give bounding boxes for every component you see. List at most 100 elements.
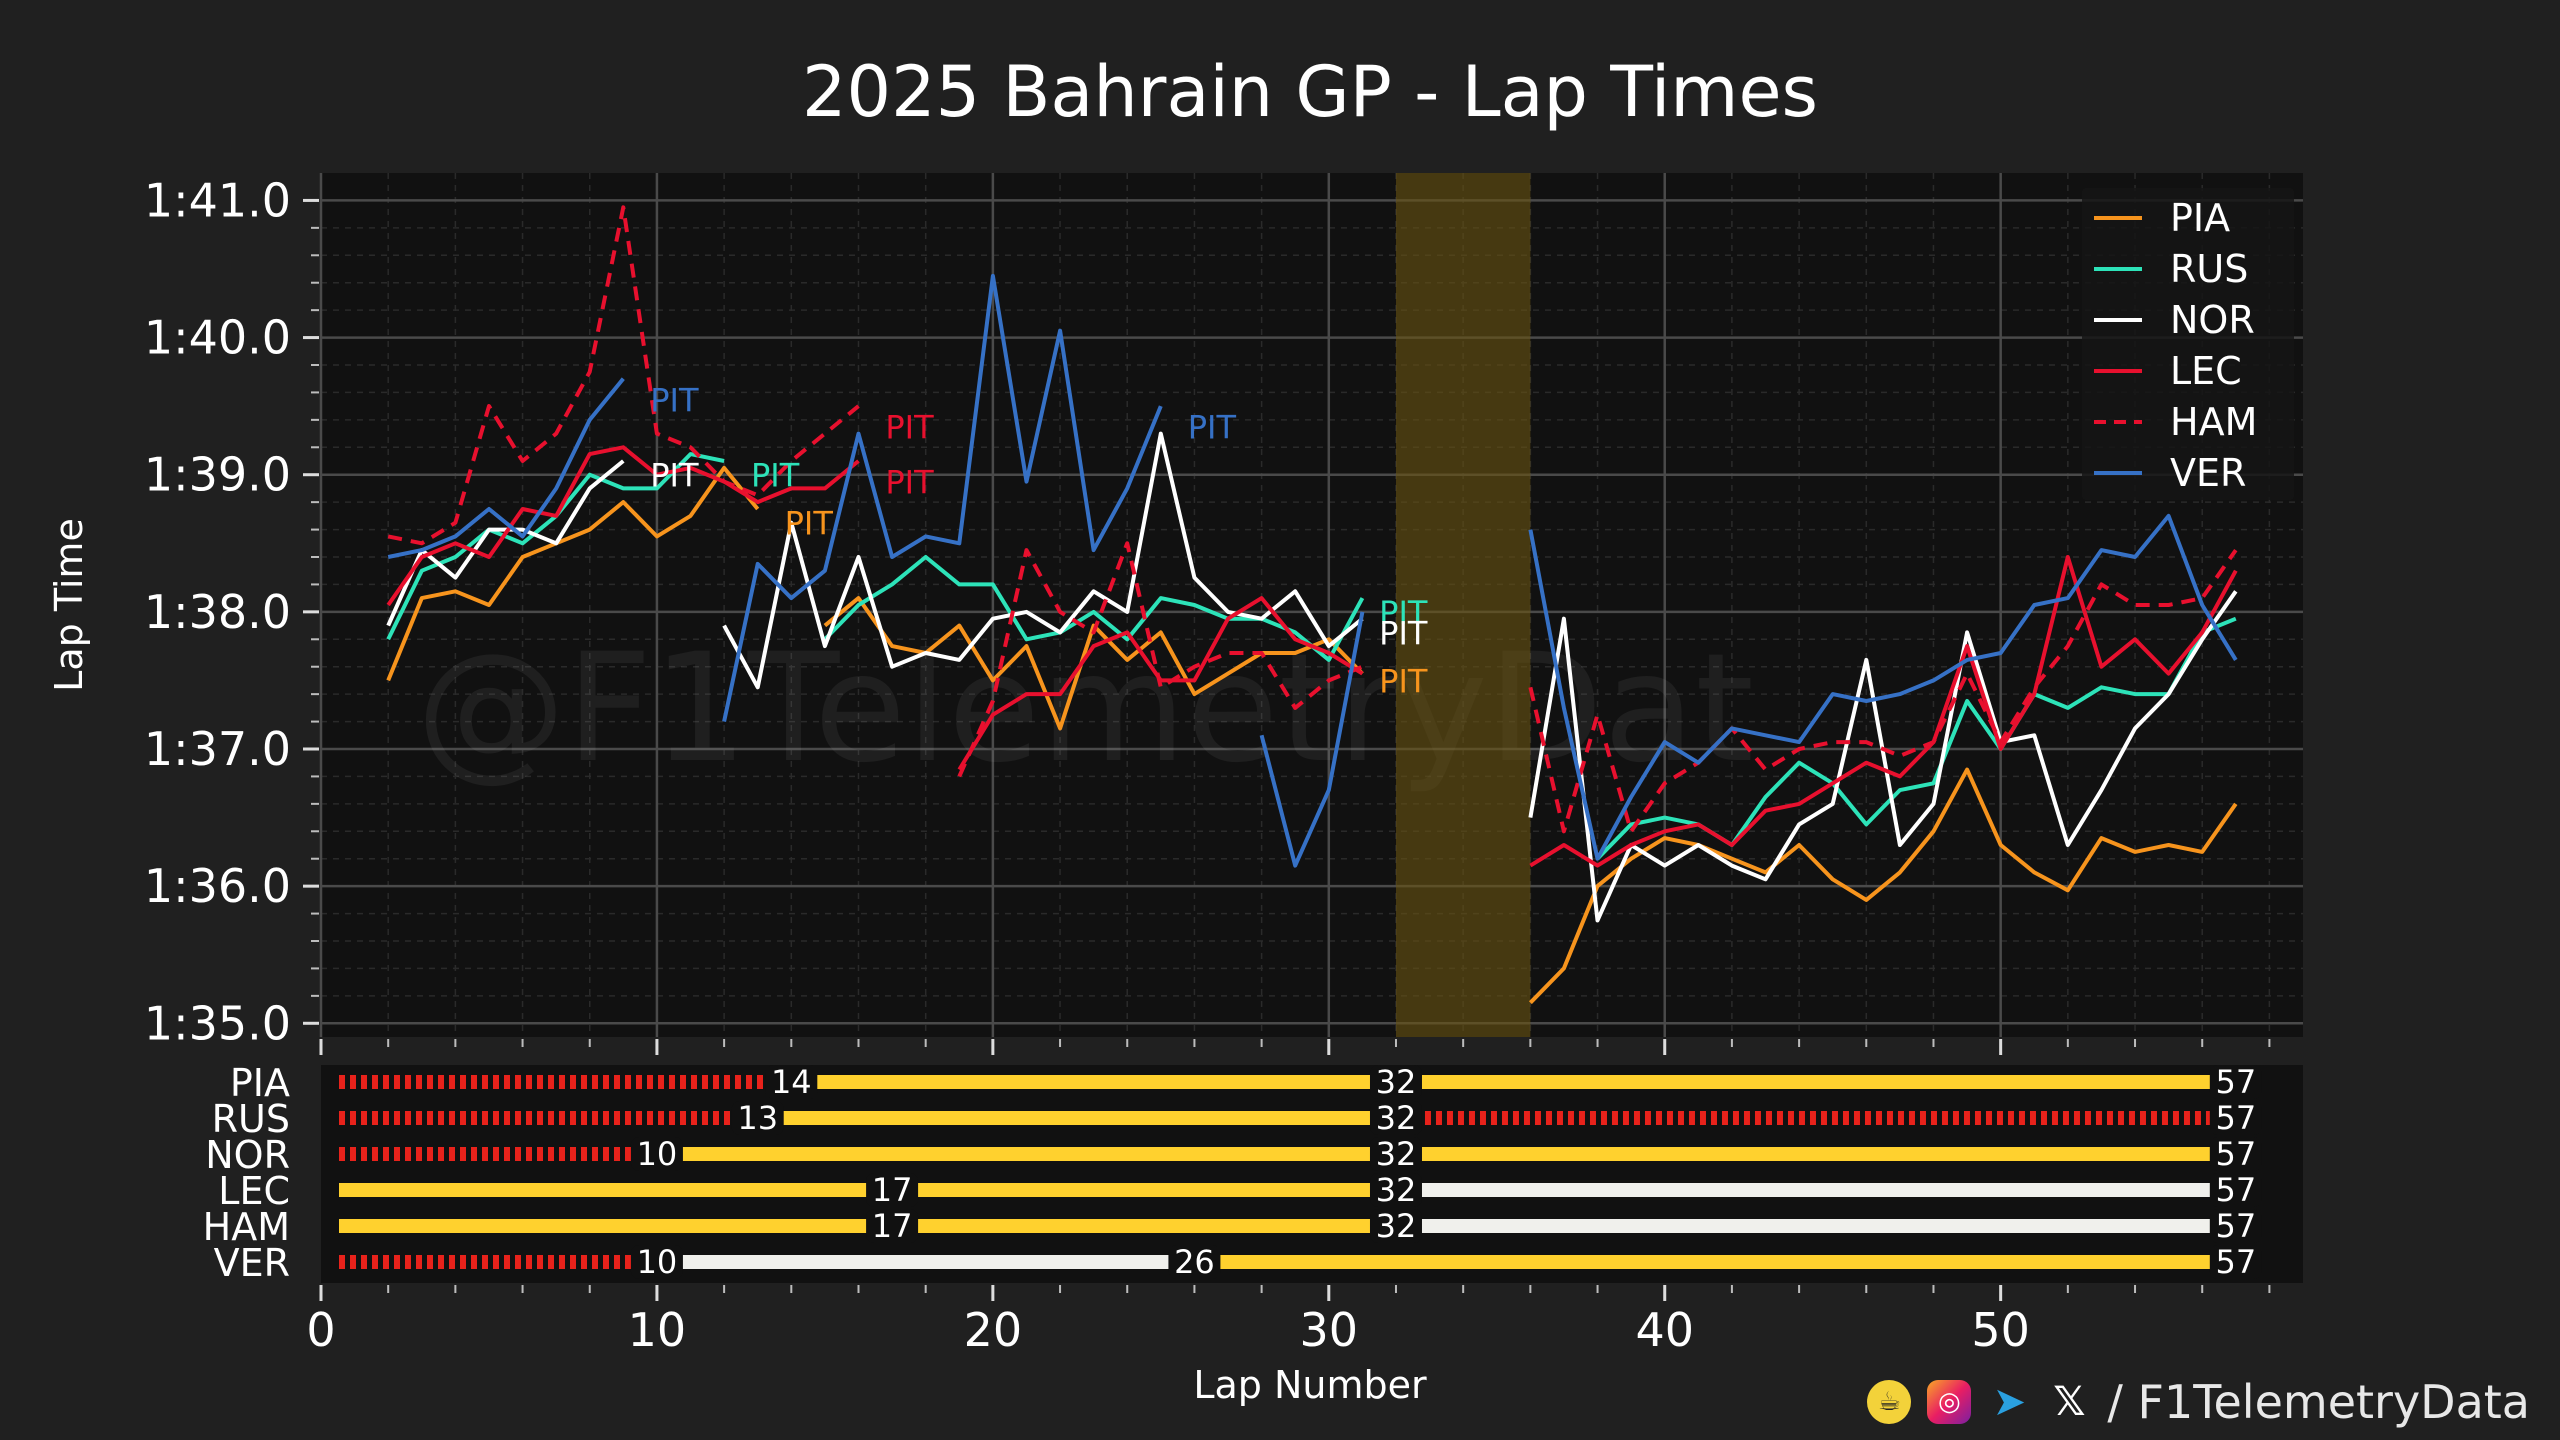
stint-end-badge <box>2209 1173 2262 1207</box>
stint-end-badge <box>630 1137 683 1171</box>
x-axis-label: Lap Number <box>1193 1363 1427 1407</box>
y-axis-label: Lap Time <box>47 518 91 692</box>
pit-label-nor: PIT <box>1379 614 1428 652</box>
series-line-ham <box>1528 548 2238 834</box>
pit-label-nor: PIT <box>650 457 699 495</box>
series-line-pia <box>386 465 760 682</box>
series-line-ver <box>387 377 625 559</box>
tick-label-y: 1:39.0 <box>144 448 291 502</box>
x-axis: 0 10 20 30 40 50 <box>306 1039 2271 1357</box>
series-line-ver <box>1528 513 2238 861</box>
tick-label-x: 10 <box>628 1303 687 1357</box>
legend: PIA RUS NOR LEC HAM VER <box>2082 188 2294 500</box>
tick-label-x: 30 <box>1300 1303 1359 1357</box>
stint-end-label: 32 <box>1376 1063 1417 1101</box>
chart-title: 2025 Bahrain GP - Lap Times <box>802 51 1818 133</box>
legend-label-lec: LEC <box>2170 349 2242 393</box>
stint-end-badge <box>2209 1245 2262 1279</box>
stint-end-label: 57 <box>2215 1171 2256 1209</box>
main-plot-area <box>321 173 2303 1037</box>
series-line-pia <box>823 596 1364 731</box>
x-icon[interactable]: 𝕏 <box>2053 1379 2086 1425</box>
pit-label-ham: PIT <box>885 409 934 447</box>
instagram-icon[interactable]: ◎ <box>1927 1380 1972 1424</box>
stint-end-label: 57 <box>2215 1243 2256 1281</box>
pit-label-ver: PIT <box>1188 409 1237 447</box>
series-line-ham <box>387 205 860 546</box>
pit-label-rus: PIT <box>1379 594 1428 632</box>
stint-end-badge <box>1369 1173 1422 1207</box>
series-line-ham <box>957 541 1364 778</box>
stint-end-label: 57 <box>2215 1135 2256 1173</box>
stint-end-badge <box>2209 1209 2262 1243</box>
stint-end-label: 32 <box>1376 1171 1417 1209</box>
tick-label-x: 40 <box>1635 1303 1694 1357</box>
stint-end-badge <box>866 1209 919 1243</box>
tick-label-y: 1:41.0 <box>144 173 291 227</box>
stint-end-label: 13 <box>737 1099 778 1137</box>
strategy-driver-ham: HAM <box>203 1205 290 1249</box>
stint-end-label: 32 <box>1376 1207 1417 1245</box>
series-line-nor <box>722 431 1364 690</box>
stint-end-badge <box>2209 1101 2262 1135</box>
series-line-ver <box>722 273 1163 723</box>
tick-label-x: 50 <box>1971 1303 2030 1357</box>
series-line-rus <box>823 555 1365 662</box>
stint-end-badge <box>765 1065 818 1099</box>
stint-end-label: 17 <box>872 1207 913 1245</box>
coffee-icon[interactable]: ☕ <box>1867 1380 1912 1424</box>
series-ver <box>387 273 2238 868</box>
pit-label-pia: PIT <box>1379 662 1428 700</box>
stint-end-label: 57 <box>2215 1207 2256 1245</box>
pit-label-pia: PIT <box>785 505 834 543</box>
strategy-driver-lec: LEC <box>218 1169 290 1213</box>
tick-label-y: 1:40.0 <box>144 311 291 365</box>
stint-end-label: 10 <box>637 1243 678 1281</box>
stint-end-label: 32 <box>1376 1099 1417 1137</box>
series-line-lec <box>386 445 860 607</box>
stint-end-label: 10 <box>637 1135 678 1173</box>
major-grid <box>319 173 2303 1037</box>
stint-end-label: 26 <box>1174 1243 1215 1281</box>
stint-end-label: 57 <box>2215 1063 2256 1101</box>
telegram-icon[interactable]: ➤ <box>1992 1379 2027 1425</box>
series-ham <box>387 205 2238 834</box>
stint-end-badge <box>1369 1101 1422 1135</box>
legend-label-ver: VER <box>2170 451 2246 495</box>
stint-end-badge <box>2209 1065 2262 1099</box>
legend-label-rus: RUS <box>2170 247 2248 291</box>
series-pia <box>386 465 2238 1005</box>
legend-label-nor: NOR <box>2170 298 2255 342</box>
tick-label-x: 0 <box>306 1303 335 1357</box>
tick-label-y: 1:35.0 <box>144 996 291 1050</box>
stint-end-badge <box>1369 1065 1422 1099</box>
footer-handle: / F1TelemetryData <box>2107 1375 2530 1429</box>
stint-end-badge <box>1168 1245 1221 1279</box>
series-line-nor <box>1528 590 2238 923</box>
tyre-strategy: PIA 14 32 57 RUS 13 32 57 NOR 10 32 57 LEC 17 32 57 HAM 1… <box>203 1061 2262 1285</box>
stint-end-label: 32 <box>1376 1135 1417 1173</box>
stint-end-badge <box>731 1101 784 1135</box>
stint-end-badge <box>866 1173 919 1207</box>
legend-label-pia: PIA <box>2170 196 2230 240</box>
stint-end-label: 14 <box>771 1063 812 1101</box>
series-line-ver <box>1259 611 1365 868</box>
tick-label-y: 1:36.0 <box>144 859 291 913</box>
strategy-driver-pia: PIA <box>230 1061 290 1105</box>
stint-end-label: 17 <box>872 1171 913 1209</box>
stint-end-badge <box>2209 1137 2262 1171</box>
y-axis: 1:35.0 1:36.0 1:37.0 1:38.0 1:39.0 1:40.0 1:41… <box>144 173 319 1050</box>
strategy-plot-area <box>321 1065 2303 1283</box>
series-lines <box>386 205 2238 1005</box>
footer-credits: ☕ ◎ ➤ 𝕏 / F1TelemetryData <box>1867 1372 2530 1432</box>
tick-label-y: 1:38.0 <box>144 585 291 639</box>
legend-label-ham: HAM <box>2170 400 2257 444</box>
stint-end-badge <box>1369 1209 1422 1243</box>
pit-label-lec: PIT <box>885 464 934 502</box>
strategy-driver-ver: VER <box>214 1241 290 1285</box>
pit-label-ver: PIT <box>650 381 699 419</box>
tick-label-y: 1:37.0 <box>144 722 291 776</box>
stint-end-badge <box>1369 1137 1422 1171</box>
